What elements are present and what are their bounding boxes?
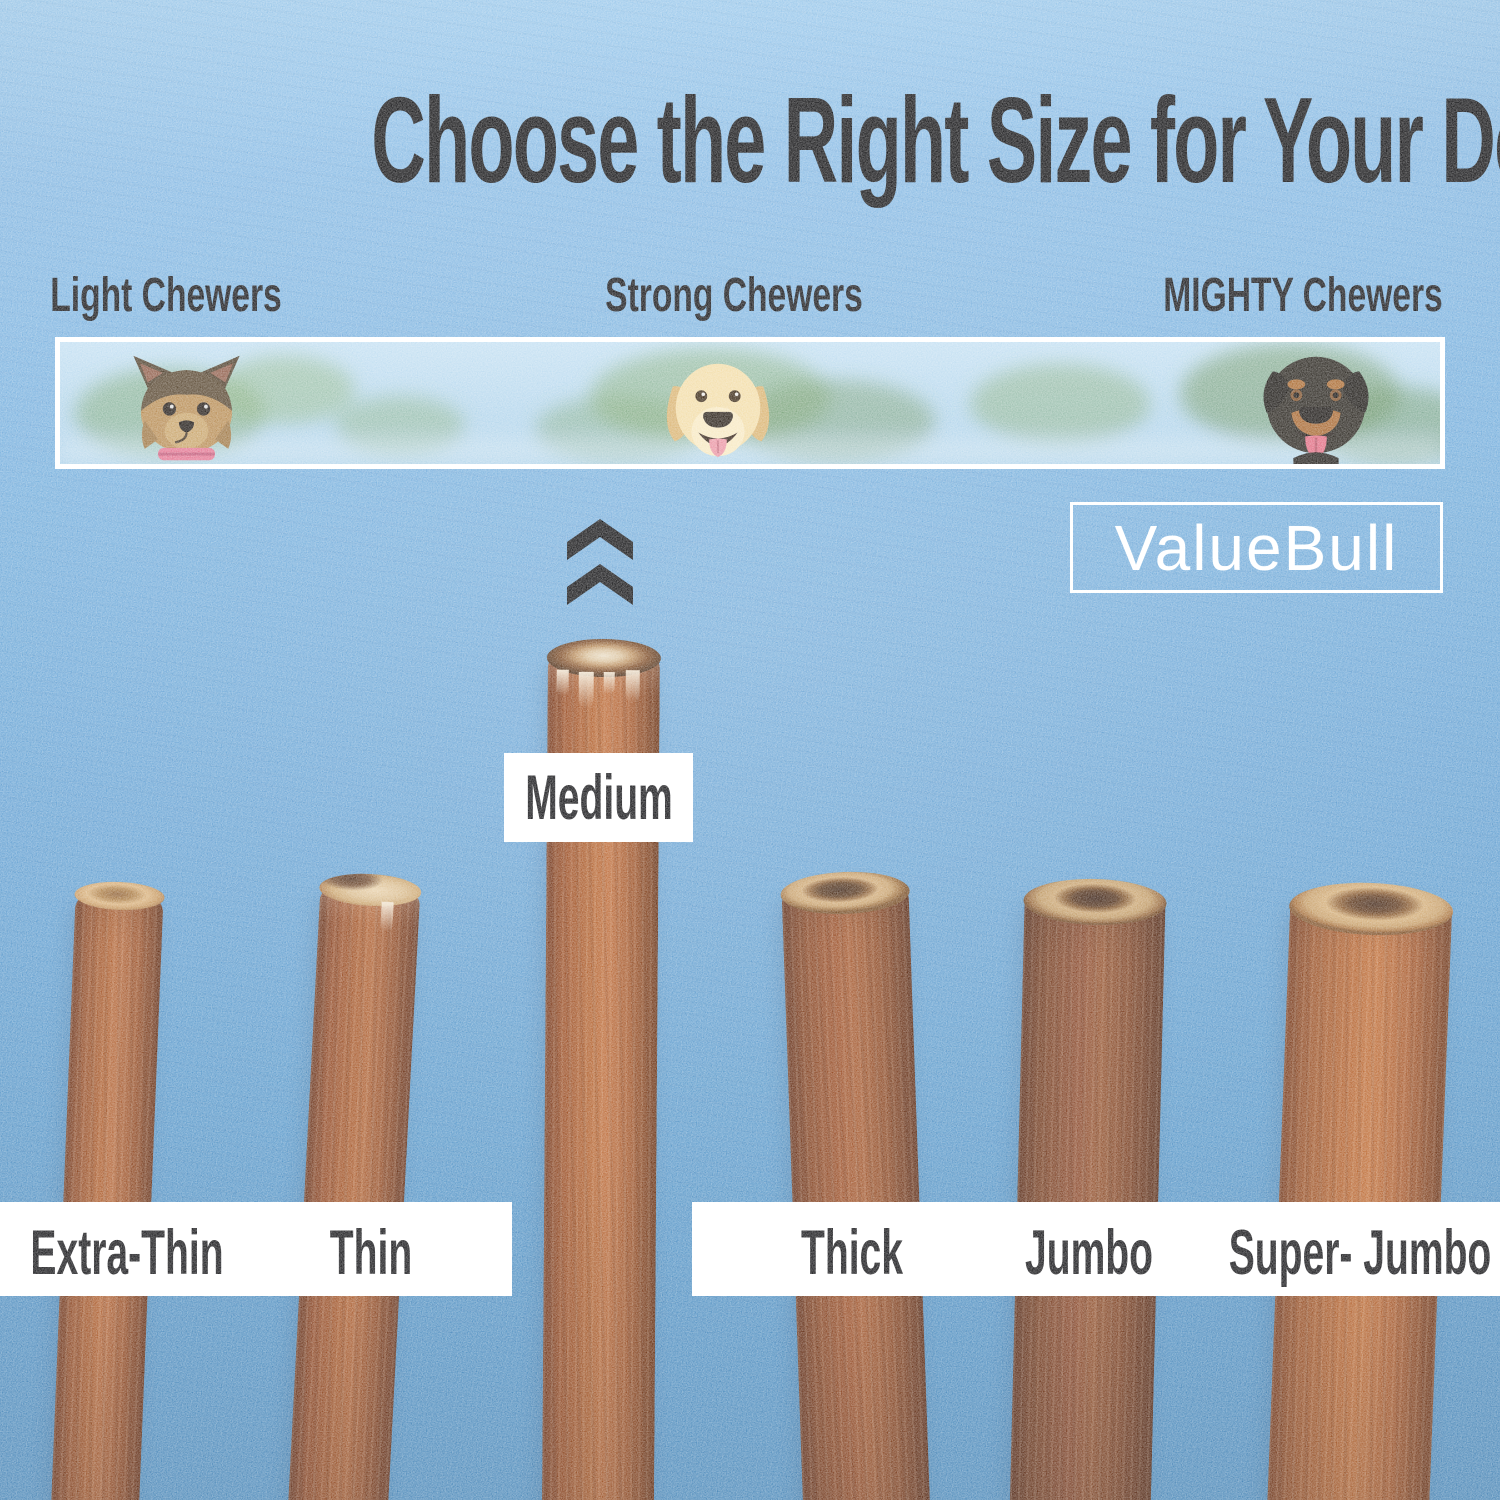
stick-texture (49, 883, 164, 1500)
stick-extra-thin (49, 880, 166, 1500)
yorkshire-terrier-illustration (133, 355, 240, 461)
size-label-medium: Medium (524, 762, 673, 833)
dog-banner (55, 337, 1445, 469)
size-label-jumbo: Jumbo (1024, 1218, 1154, 1288)
brand-logo-text: ValueBull (1114, 511, 1399, 584)
stick-drip (603, 671, 615, 695)
size-label-super-jumbo: Super- Jumbo (1228, 1218, 1492, 1288)
chewer-label-strong: Strong Chewers (605, 269, 863, 322)
stick-thin (286, 871, 423, 1500)
labrador-illustration (666, 363, 770, 458)
stick-thick (779, 869, 932, 1500)
size-label-thick: Thick (800, 1218, 904, 1288)
size-label-thin: Thin (329, 1218, 413, 1288)
stick-drip (380, 901, 394, 933)
page-title-row: Choose the Right Size for Your Dog (0, 76, 1500, 204)
stick-texture (781, 872, 932, 1500)
brand-logo-box: ValueBull (1070, 502, 1443, 593)
stick-texture (1008, 880, 1166, 1500)
double-chevron-up-icon (567, 519, 633, 605)
stick-jumbo (1008, 877, 1168, 1500)
stick-texture (286, 874, 421, 1500)
page-title: Choose the Right Size for Your Dog (371, 72, 1500, 208)
chewer-label-light: Light Chewers (50, 269, 282, 322)
stick-drip (578, 671, 595, 708)
rottweiler-illustration (1263, 356, 1369, 464)
chewer-label-mighty: MIGHTY Chewers (1163, 269, 1443, 322)
stick-drip (556, 669, 569, 696)
stick-drip (625, 670, 641, 703)
stick-texture (1265, 882, 1453, 1500)
medium-size-label-box: Medium (504, 753, 693, 842)
size-label-extra-thin: Extra-Thin (30, 1218, 224, 1288)
stick-super-jumbo (1265, 879, 1455, 1500)
